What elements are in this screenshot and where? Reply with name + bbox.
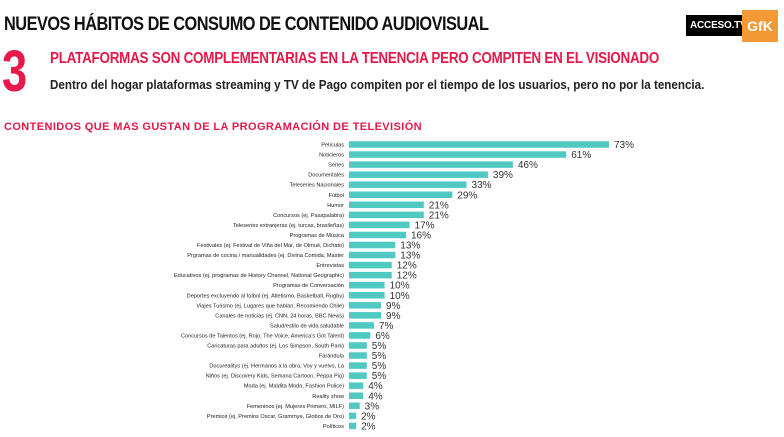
category-label: Premios (ej. Premios Oscar, Grammye, Glo… [207, 414, 344, 420]
category-label: Salud/estilo de vida saludable [270, 323, 344, 329]
bar [349, 352, 367, 359]
category-label: Programas de Música [290, 233, 345, 239]
bar [349, 362, 367, 369]
value-label: 17% [415, 220, 435, 231]
value-label: 6% [375, 331, 390, 342]
bar [349, 271, 392, 279]
category-label: Femeninos (ej. Mujeres Primero, MILF) [247, 404, 344, 410]
category-label: Concursos (ej. Pasapalabra) [273, 213, 344, 219]
value-label: 5% [372, 371, 387, 382]
category-label: Concursos de Talentos (ej. Rojo, The Voi… [181, 333, 344, 339]
category-label: Canales de noticias (ej. CNN, 24 horas, … [215, 313, 344, 319]
category-label: Entrevistas [316, 263, 344, 269]
value-label: 9% [386, 301, 401, 312]
category-label: Moda (ej. Maldita Moda, Fashion Police) [244, 384, 344, 390]
category-label: Series [328, 163, 344, 169]
bar [349, 402, 360, 410]
bar [349, 281, 385, 289]
bar [349, 292, 385, 299]
category-label: Niños (ej. Discovery Kids, Semana Cartoo… [206, 374, 344, 380]
category-label: Humor [327, 203, 344, 209]
value-label: 16% [411, 230, 431, 241]
section-number: 3 [2, 39, 28, 104]
value-label: 29% [457, 190, 477, 201]
value-label: 7% [379, 321, 394, 332]
value-label: 12% [397, 261, 417, 272]
bar [349, 342, 367, 349]
value-label: 46% [518, 160, 538, 171]
bar [349, 332, 371, 339]
value-label: 61% [571, 150, 591, 161]
value-label: 39% [493, 170, 513, 181]
value-label: 2% [361, 421, 376, 432]
acceso-tv-logo: ACCESO.TV [686, 15, 751, 36]
bar [349, 312, 382, 319]
value-label: 33% [472, 180, 492, 191]
bar [349, 302, 382, 309]
value-label: 4% [368, 381, 383, 392]
bar [349, 251, 396, 259]
value-label: 3% [365, 401, 380, 412]
section-description: Dentro del hogar plataformas streaming y… [50, 78, 705, 92]
value-label: 12% [397, 271, 417, 282]
category-label: Caricaturas para adultos (ej. Los Simpso… [207, 344, 344, 350]
bar [349, 211, 424, 219]
category-label: Noticieros [319, 153, 344, 159]
category-label: Prgramas de cocina / manualidades (ej. D… [187, 253, 344, 259]
bar [349, 221, 410, 229]
section-subtitle: PLATAFORMAS SON COMPLEMENTARIAS EN LA TE… [50, 50, 660, 67]
category-label: Docurealitys (ej. Hermanos a la obra, Vo… [209, 364, 345, 370]
value-label: 13% [400, 241, 420, 252]
bar [349, 382, 364, 389]
category-label: Programas de Conversación [273, 283, 344, 289]
category-label: Fútbol [328, 193, 344, 199]
category-label: Películas [321, 143, 344, 149]
chart-title: CONTENIDOS QUE MAS GUSTAN DE LA PROGRAMA… [4, 121, 422, 133]
category-label: Deportes excluyendo al fútbol (ej. Atlet… [187, 293, 344, 299]
value-label: 2% [361, 411, 376, 422]
value-label: 10% [390, 281, 410, 292]
value-label: 21% [429, 210, 449, 221]
bar [349, 241, 396, 249]
bar [349, 322, 374, 329]
page-title: NUEVOS HÁBITOS DE CONSUMO DE CONTENIDO A… [4, 14, 489, 35]
category-label: Festivales (ej. Festival de Viña del Mar… [197, 243, 344, 249]
value-label: 5% [372, 361, 387, 372]
category-label: Teleseries Nacionales [290, 183, 345, 189]
bar [349, 151, 567, 158]
category-label: Viajes Turismo (ej. Lugares que hablan, … [196, 303, 344, 309]
category-label: Políticos [323, 424, 344, 430]
category-label: Educativos (ej. programas de History Cha… [174, 273, 344, 279]
value-label: 5% [372, 351, 387, 362]
value-label: 21% [429, 200, 449, 211]
value-label: 9% [386, 311, 401, 322]
category-label: Documentales [308, 173, 344, 179]
category-label: Reality show [312, 394, 345, 400]
value-label: 10% [390, 291, 410, 302]
bar [349, 231, 406, 239]
bar [349, 372, 367, 379]
value-label: 5% [372, 341, 387, 352]
value-label: 13% [400, 251, 420, 262]
bar [349, 191, 453, 198]
bar [349, 161, 513, 168]
bar [349, 181, 467, 188]
bar [349, 141, 609, 148]
bar [349, 261, 392, 269]
bar [349, 171, 488, 178]
bar [349, 201, 424, 209]
category-label: Teleseries extranjeras (ej. turcas, bras… [233, 223, 344, 229]
category-label: Farándula [319, 354, 345, 360]
bar [349, 412, 357, 420]
bar [349, 422, 357, 430]
gfk-logo: GfK [742, 10, 778, 42]
bar [349, 392, 364, 399]
value-label: 73% [614, 140, 634, 151]
value-label: 4% [368, 391, 383, 402]
